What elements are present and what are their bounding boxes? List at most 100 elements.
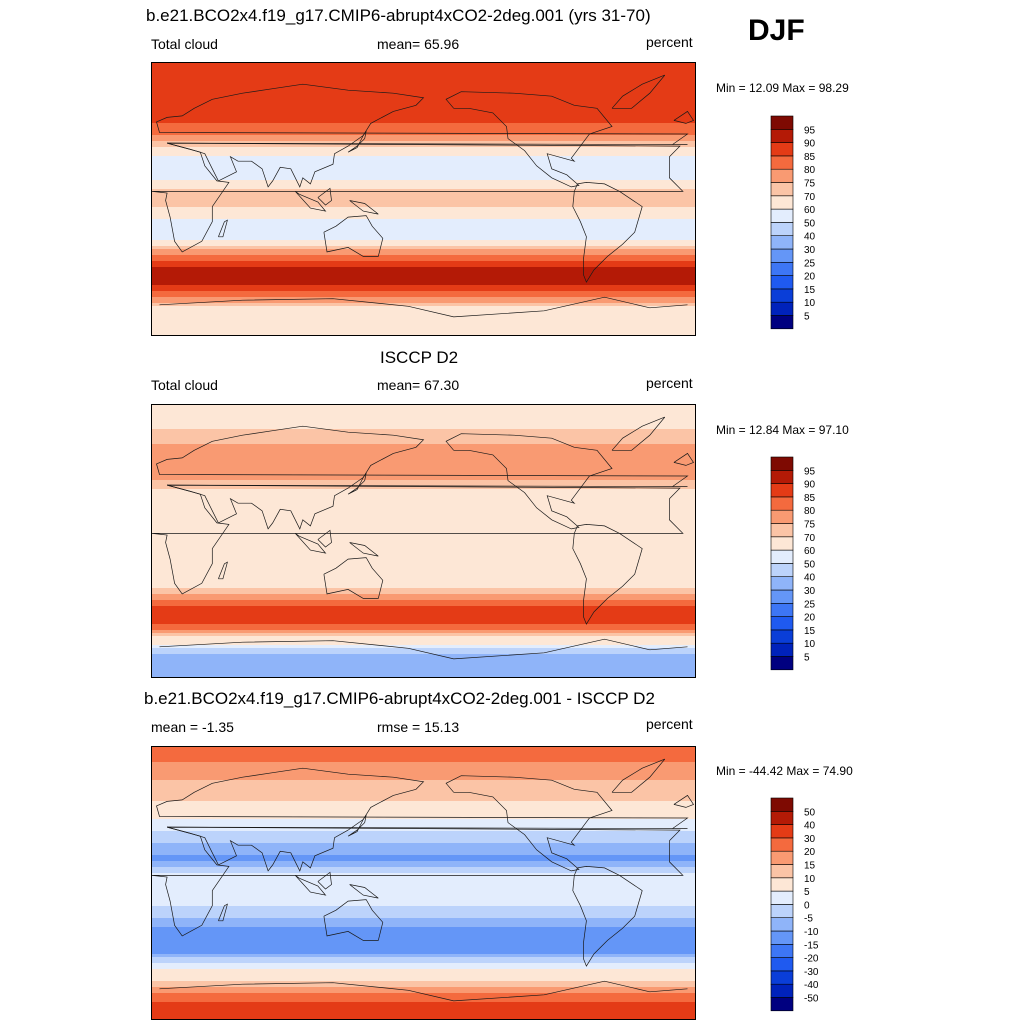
colorbar-swatch [770,589,794,604]
coastline [295,875,327,896]
colorbar-tick-label: 5 [804,887,810,898]
panel-3-rmse-label: rmse = 15.13 [377,719,460,735]
zonal-band-cell [152,990,695,994]
zonal-band-cell [152,501,695,505]
zonal-band-cell [152,489,695,493]
zonal-band-cell [152,486,695,490]
zonal-band-cell [152,747,695,751]
zonal-band-cell [152,105,695,109]
zonal-band-cell [152,279,695,283]
zonal-band-cell [152,858,695,862]
coastline [295,191,327,212]
zonal-band-cell [152,255,695,259]
coastline [673,794,695,808]
zonal-band-cell [152,840,695,844]
colorbar-swatch [770,235,794,250]
colorbar-swatch [770,656,794,671]
zonal-band-cell [152,978,695,982]
zonal-band-cell [152,441,695,445]
zonal-band-cell [152,507,695,511]
zonal-band-cell [152,984,695,988]
colorbar-tick-label: 60 [804,546,816,557]
zonal-band-cell [152,561,695,565]
panel-3-minmax-label: Min = -44.42 Max = 74.90 [716,764,853,778]
colorbar-swatch [770,195,794,210]
zonal-band-cell [152,522,695,526]
colorbar-swatch [770,563,794,578]
zonal-band-cell [152,285,695,289]
zonal-band-cell [152,288,695,292]
zonal-band-cell [152,993,695,997]
zonal-band-cell [152,504,695,508]
zonal-band-cell [152,138,695,142]
colorbar-tick-label: 40 [804,232,816,243]
zonal-band-cell [152,966,695,970]
panel-1-map [151,62,696,336]
zonal-band-cell [152,591,695,595]
panel-1-minmax-label: Min = 12.09 Max = 98.29 [716,81,849,95]
zonal-band-cell [152,564,695,568]
coastline [152,484,684,595]
zonal-band-cell [152,423,695,427]
zonal-band-cell [152,870,695,874]
panel-1-mean-label: mean= 65.96 [377,36,460,52]
zonal-band-cell [152,474,695,478]
zonal-band-cell [152,471,695,475]
zonal-band-cell [152,528,695,532]
colorbar-swatch [770,222,794,237]
zonal-band-cell [152,1014,695,1018]
zonal-band-cell [152,405,695,409]
coastline [317,187,332,206]
zonal-band-cell [152,525,695,529]
colorbar-tick-label: 75 [804,179,816,190]
zonal-band-cell [152,588,695,592]
zonal-band-cell [152,93,695,97]
colorbar-tick-label: 15 [804,861,816,872]
coastline [347,472,367,495]
zonal-band-cell [152,225,695,229]
colorbar-tick-label: 15 [804,626,816,637]
zonal-band-cell [152,156,695,160]
zonal-band-cell [152,480,695,484]
colorbar-swatch [770,642,794,657]
zonal-band-cell [152,804,695,808]
zonal-band-cell [152,798,695,802]
colorbar-swatch [770,301,794,316]
colorbar-swatch [770,811,794,825]
colorbar-tick-label: 50 [804,807,816,818]
zonal-band-cell [152,576,695,580]
colorbar-swatch [770,917,794,932]
zonal-band-cell [152,915,695,919]
zonal-band-cell [152,621,695,625]
zonal-band-cell [152,123,695,127]
zonal-band-cell [152,252,695,256]
coastline [323,215,384,257]
zonal-band-cell [152,861,695,865]
zonal-band-cell [152,327,695,331]
coastline [156,767,689,872]
zonal-band-cell [152,99,695,103]
zonal-band-cell [152,318,695,322]
zonal-band-cell [152,219,695,223]
zonal-band-cell [152,546,695,550]
zonal-band-cell [152,816,695,820]
colorbar-swatch [770,970,794,985]
colorbar-tick-label: 90 [804,480,816,491]
zonal-band-cell [152,111,695,115]
coastline [156,425,689,530]
zonal-band-cell [152,570,695,574]
zonal-band-cell [152,195,695,199]
zonal-band-cell [152,855,695,859]
zonal-band-cell [152,516,695,520]
zonal-band-cell [152,549,695,553]
colorbar-swatch [770,629,794,644]
zonal-band-cell [152,567,695,571]
zonal-band-cell [152,882,695,886]
panel-1-units-label: percent [646,34,693,50]
colorbar-tick-label: 80 [804,165,816,176]
coastline [572,182,643,283]
zonal-band-cell [152,426,695,430]
zonal-band-cell [152,759,695,763]
zonal-band-cell [152,1005,695,1009]
zonal-band-cell [152,666,695,670]
